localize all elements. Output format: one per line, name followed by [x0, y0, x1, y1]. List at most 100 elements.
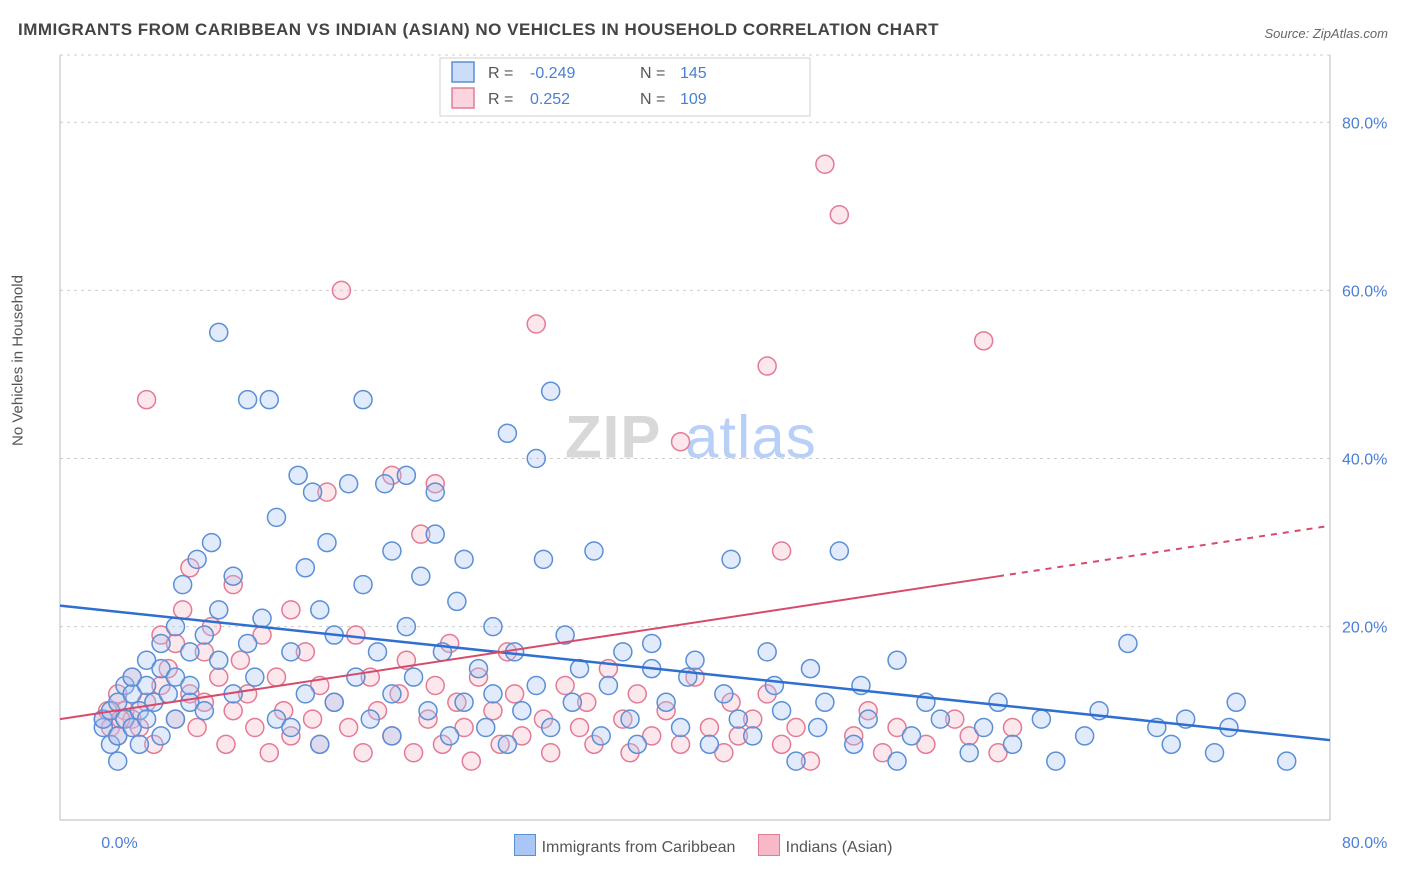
scatter-point: [210, 323, 228, 341]
scatter-point: [210, 601, 228, 619]
scatter-point: [267, 508, 285, 526]
scatter-point: [267, 668, 285, 686]
scatter-point: [426, 525, 444, 543]
scatter-point: [455, 550, 473, 568]
legend-r-value: 0.252: [530, 91, 570, 108]
scatter-point: [773, 702, 791, 720]
scatter-point: [311, 601, 329, 619]
scatter-point: [260, 391, 278, 409]
legend-swatch: [452, 62, 474, 82]
scatter-point: [1162, 735, 1180, 753]
scatter-point: [700, 719, 718, 737]
legend-n-value: 109: [680, 91, 707, 108]
scatter-point: [159, 685, 177, 703]
scatter-point: [130, 735, 148, 753]
scatter-point: [174, 601, 192, 619]
scatter-point: [138, 710, 156, 728]
scatter-point: [585, 542, 603, 560]
scatter-point: [744, 727, 762, 745]
scatter-point: [311, 735, 329, 753]
scatter-point: [643, 634, 661, 652]
scatter-point: [931, 710, 949, 728]
scatter-point: [253, 609, 271, 627]
scatter-point: [758, 357, 776, 375]
scatter-point: [282, 719, 300, 737]
scatter-point: [888, 651, 906, 669]
scatter-point: [354, 576, 372, 594]
scatter-point: [484, 702, 502, 720]
scatter-point: [787, 719, 805, 737]
scatter-point: [296, 559, 314, 577]
scatter-point: [563, 693, 581, 711]
scatter-point: [166, 710, 184, 728]
scatter-point: [361, 710, 379, 728]
scatter-point: [455, 693, 473, 711]
scatter-point: [513, 702, 531, 720]
svg-text:atlas: atlas: [685, 404, 817, 471]
scatter-point: [534, 550, 552, 568]
scatter-point: [484, 618, 502, 636]
scatter-point: [340, 719, 358, 737]
scatter-point: [332, 281, 350, 299]
y-tick-label: 40.0%: [1342, 452, 1387, 469]
scatter-point: [181, 676, 199, 694]
legend-n-value: 145: [680, 65, 707, 82]
legend-r-value: -0.249: [530, 65, 575, 82]
scatter-point: [859, 710, 877, 728]
legend-r-label: R =: [488, 65, 513, 82]
scatter-point: [975, 332, 993, 350]
scatter-point: [347, 668, 365, 686]
scatter-point: [224, 567, 242, 585]
scatter-point: [231, 651, 249, 669]
scatter-point: [210, 668, 228, 686]
scatter-point: [672, 719, 690, 737]
scatter-point: [217, 735, 235, 753]
scatter-point: [765, 676, 783, 694]
scatter-point: [138, 391, 156, 409]
scatter-point: [614, 643, 632, 661]
scatter-point: [239, 391, 257, 409]
scatter-point: [188, 550, 206, 568]
scatter-point: [405, 668, 423, 686]
scatter-point: [152, 634, 170, 652]
scatter-point: [542, 744, 560, 762]
scatter-point: [960, 744, 978, 762]
scatter-point: [621, 710, 639, 728]
scatter-point: [383, 727, 401, 745]
scatter-point: [700, 735, 718, 753]
scatter-point: [195, 626, 213, 644]
scatter-point: [109, 752, 127, 770]
scatter-point: [498, 735, 516, 753]
scatter-point: [477, 719, 495, 737]
scatter-point: [340, 475, 358, 493]
scatter-point: [296, 685, 314, 703]
scatter-point: [239, 634, 257, 652]
scatter-point: [599, 676, 617, 694]
scatter-point: [412, 567, 430, 585]
scatter-point: [304, 483, 322, 501]
scatter-point: [289, 466, 307, 484]
scatter-point: [975, 719, 993, 737]
series2-label: Indians (Asian): [786, 839, 893, 856]
scatter-point: [571, 719, 589, 737]
scatter-point: [210, 651, 228, 669]
scatter-point: [246, 668, 264, 686]
scatter-point: [383, 542, 401, 560]
scatter-point: [816, 155, 834, 173]
scatter-point: [830, 542, 848, 560]
scatter-point: [830, 206, 848, 224]
scatter-point: [325, 693, 343, 711]
scatter-point: [441, 727, 459, 745]
scatter-point: [1032, 710, 1050, 728]
svg-text:ZIP: ZIP: [565, 404, 661, 471]
scatter-point: [195, 702, 213, 720]
scatter-point: [282, 643, 300, 661]
scatter-point: [773, 542, 791, 560]
scatter-point: [989, 693, 1007, 711]
scatter-point: [1278, 752, 1296, 770]
legend-n-label: N =: [640, 91, 665, 108]
scatter-point: [405, 744, 423, 762]
scatter-point: [787, 752, 805, 770]
scatter-point: [181, 643, 199, 661]
scatter-point: [628, 735, 646, 753]
